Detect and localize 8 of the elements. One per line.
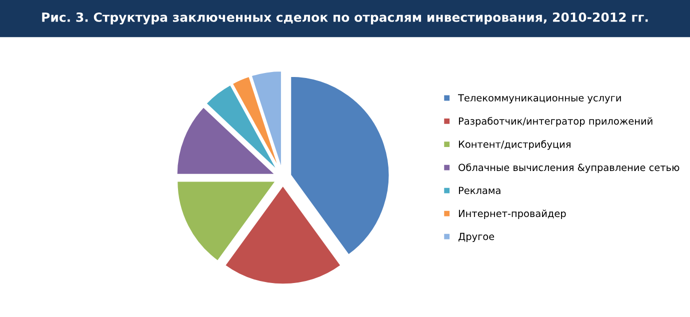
legend-label: Облачные вычисления &управление сетью xyxy=(458,163,680,173)
legend-label: Контент/дистрибуция xyxy=(458,140,570,150)
legend-label: Реклама xyxy=(458,186,500,194)
chart-title: Рис. 3. Структура заключенных сделок по отраслям инвестирования, 2010-2012 гг. xyxy=(42,12,648,24)
legend-label: Интернет-провайдер xyxy=(458,210,566,220)
legend-label: Телекоммуникационные услуги xyxy=(458,94,621,104)
legend-label: Другое xyxy=(458,232,494,242)
legend-label: Разработчик/интегратор приложений xyxy=(458,117,652,127)
